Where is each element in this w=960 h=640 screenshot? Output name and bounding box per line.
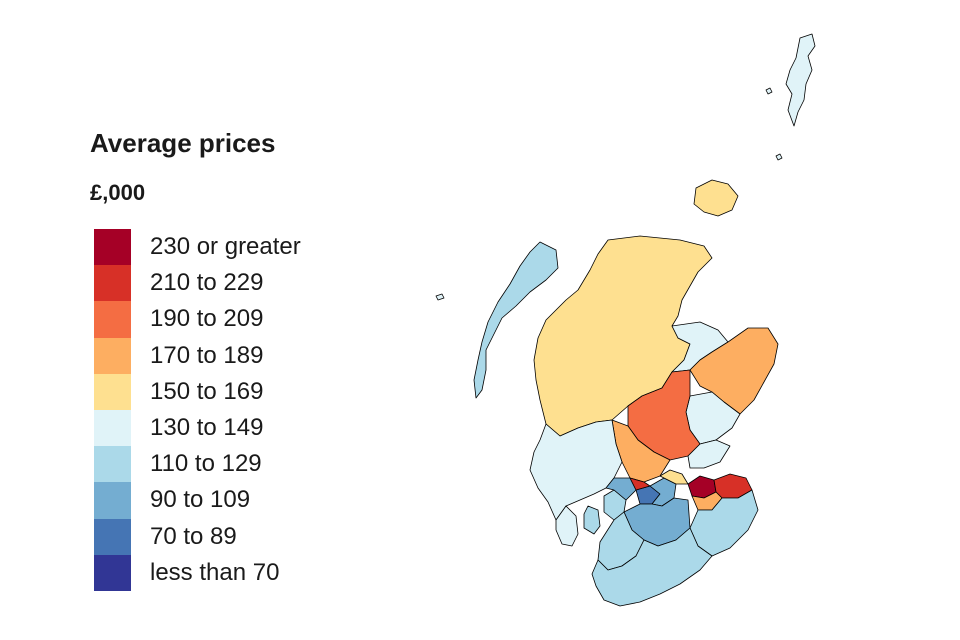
legend-label: 70 to 89	[150, 522, 237, 550]
legend-label: 170 to 189	[150, 341, 264, 369]
region-argyll-bute	[529, 419, 623, 521]
legend-label: 130 to 149	[150, 414, 264, 442]
region-fife	[687, 439, 731, 469]
island-fragment	[435, 293, 445, 301]
legend-item: 190 to 209	[94, 301, 301, 338]
region-east-dunbartonshire	[629, 477, 651, 491]
legend-swatch	[94, 554, 131, 591]
region-western-isles	[473, 241, 559, 399]
legend-item: 170 to 189	[94, 337, 301, 374]
legend-label: 90 to 109	[150, 486, 251, 514]
legend-title: Average prices	[90, 128, 276, 158]
legend-item: less than 70	[94, 554, 301, 591]
legend-label: 230 or greater	[150, 233, 301, 261]
legend-swatch	[94, 265, 131, 302]
legend: 230 or greater 210 to 229 190 to 209 170…	[94, 229, 301, 591]
legend-swatch	[94, 229, 131, 266]
legend-item: 70 to 89	[94, 518, 301, 555]
region-shetland	[785, 33, 816, 127]
legend-swatch	[94, 482, 131, 519]
legend-swatch	[94, 373, 131, 410]
island-fragment	[765, 87, 773, 95]
legend-item: 130 to 149	[94, 409, 301, 447]
legend-swatch	[94, 337, 131, 374]
legend-item: 230 or greater	[94, 229, 301, 266]
legend-unit: £,000	[90, 180, 146, 205]
legend-item: 210 to 229	[94, 265, 301, 302]
island-fragment	[775, 153, 783, 161]
legend-swatch	[94, 409, 131, 447]
region-kintyre	[555, 505, 579, 547]
legend-label: 190 to 209	[150, 305, 264, 333]
legend-label: 150 to 169	[150, 377, 264, 405]
legend-swatch	[94, 301, 131, 338]
legend-item: 110 to 129	[94, 446, 301, 483]
region-orkney	[693, 179, 739, 217]
region-arran	[583, 505, 601, 535]
region-dumfries-galloway	[591, 527, 713, 607]
legend-item: 150 to 169	[94, 373, 301, 410]
legend-label: 210 to 229	[150, 269, 264, 297]
legend-label: less than 70	[150, 558, 280, 586]
legend-label: 110 to 129	[150, 450, 262, 478]
legend-item: 90 to 109	[94, 482, 301, 519]
legend-swatch	[94, 518, 131, 555]
legend-swatch	[94, 446, 131, 483]
